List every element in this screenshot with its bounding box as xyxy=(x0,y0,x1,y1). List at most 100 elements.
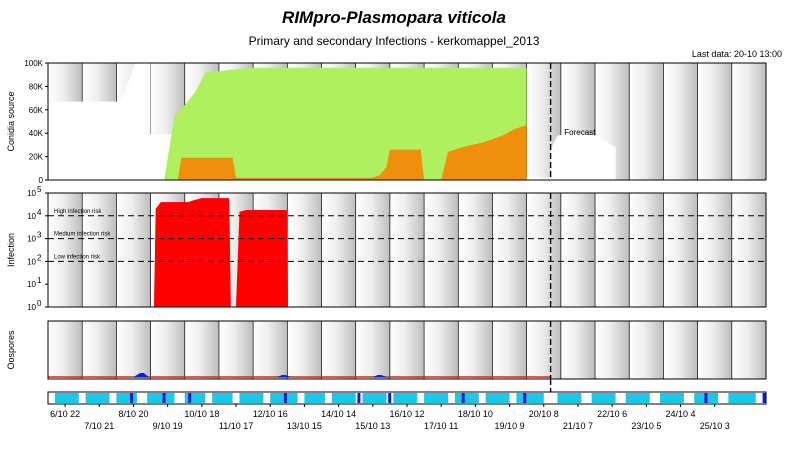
oospores-ylabel: Oospores xyxy=(6,330,16,370)
infection-panel-day-cell xyxy=(663,193,698,307)
wetness-segment xyxy=(147,393,175,403)
wetness-segment-dark xyxy=(130,393,134,403)
wetness-segment xyxy=(485,393,510,403)
infection-panel-day-cell xyxy=(458,193,493,307)
date-label-top: 16/10 12 xyxy=(389,409,424,419)
oospores-panel-day-cell xyxy=(321,321,356,379)
wetness-segment-dark xyxy=(523,393,527,403)
wetness-segment xyxy=(454,393,479,403)
wetness-segment-dark xyxy=(188,393,192,403)
oospores-panel-day-cell xyxy=(253,321,288,379)
date-label-top: 10/10 18 xyxy=(184,409,219,419)
oospores-panel-day-cell xyxy=(218,321,254,379)
conidia-forecast-area xyxy=(550,133,616,180)
conidia-panel-frame xyxy=(47,62,767,181)
oospores-panel-day-cell xyxy=(731,321,766,379)
conidia-ytick-label: 0 xyxy=(39,176,44,185)
infection-ytick-exponent: 5 xyxy=(37,185,42,194)
infection-ytick-exponent: 4 xyxy=(37,208,42,217)
oospores-panel-day-cell xyxy=(458,321,493,379)
risk-level-label: High infection risk xyxy=(54,209,102,215)
infection-panel-day-cell xyxy=(697,193,732,307)
oospores-panel-day-cell xyxy=(697,321,732,379)
date-label-top: 12/10 16 xyxy=(253,409,288,419)
infection-ytick-label: 10 xyxy=(27,189,36,198)
oospores-panel-day-cell xyxy=(560,321,596,379)
infection-ytick-label: 10 xyxy=(27,212,36,221)
wetness-segment-dark xyxy=(762,393,766,403)
wetness-segment xyxy=(393,393,418,403)
wetness-segment xyxy=(116,393,137,403)
wetness-segment xyxy=(184,393,206,403)
oospores-series xyxy=(277,375,291,377)
infection-panel-day-cell xyxy=(82,193,117,307)
date-label-bottom: 11/10 17 xyxy=(219,421,253,431)
oospores-panel-day-cell xyxy=(629,321,664,379)
oospores-series xyxy=(372,375,387,377)
wetness-segment xyxy=(516,393,544,403)
wetness-segment xyxy=(239,393,264,403)
conidia-ytick-label: 60K xyxy=(29,106,44,115)
date-label-bottom: 23/10 5 xyxy=(631,421,661,431)
infection-panel-day-cell xyxy=(48,193,83,307)
wetness-segment-dark xyxy=(162,393,166,403)
wetness-segment xyxy=(304,393,325,403)
date-label-top: 14/10 14 xyxy=(321,409,356,419)
conidia-ytick-label: 40K xyxy=(29,129,44,138)
wetness-segment xyxy=(591,393,616,403)
infection-ylabel: Infection xyxy=(6,233,16,267)
date-label-bottom: 15/10 13 xyxy=(355,421,390,431)
risk-level-label: Low infection risk xyxy=(54,254,101,260)
wetness-segment xyxy=(212,393,233,403)
infection-panel-day-cell xyxy=(287,193,322,307)
wetness-segment xyxy=(331,393,356,403)
conidia-series-orange xyxy=(177,125,527,180)
infection-ytick-label: 10 xyxy=(27,235,36,244)
date-label-top: 24/10 4 xyxy=(666,409,696,419)
infection-panel-day-cell xyxy=(116,193,151,307)
oospores-panel-day-cell xyxy=(82,321,117,379)
infection-ytick-exponent: 1 xyxy=(37,276,42,285)
oospores-panel-day-cell xyxy=(355,321,390,379)
wetness-segment xyxy=(424,393,449,403)
date-label-bottom: 17/10 11 xyxy=(424,421,458,431)
chart-title: RIMpro-Plasmopara viticola xyxy=(282,8,506,27)
wetness-segment xyxy=(625,393,650,403)
oospores-panel-day-cell xyxy=(595,321,630,379)
date-label-top: 8/10 20 xyxy=(118,409,148,419)
date-label-top: 20/10 8 xyxy=(529,409,559,419)
infection-ytick-exponent: 0 xyxy=(37,299,42,308)
oospores-panel-day-cell xyxy=(526,321,561,379)
conidia-ytick-label: 80K xyxy=(29,82,44,91)
oospores-panel-day-cell xyxy=(424,321,459,379)
oospores-panel-day-cell xyxy=(389,321,425,379)
date-label-top: 6/10 22 xyxy=(50,409,80,419)
infection-panel-day-cell xyxy=(389,193,425,307)
conidia-ytick-label: 20K xyxy=(29,153,44,162)
date-label-bottom: 9/10 19 xyxy=(153,421,183,431)
oospores-panel-day-cell xyxy=(48,321,83,379)
conidia-panel-day-cell xyxy=(731,63,766,180)
date-label-bottom: 25/10 3 xyxy=(700,421,730,431)
oospores-panel-day-cell xyxy=(184,321,219,379)
forecast-label: Forecast xyxy=(564,128,596,137)
oospores-panel-day-cell xyxy=(150,321,185,379)
date-label-bottom: 13/10 15 xyxy=(287,421,322,431)
wetness-segment xyxy=(85,393,110,403)
oospores-panel-day-cell xyxy=(492,321,527,379)
infection-panel-day-cell xyxy=(321,193,356,307)
wetness-segment xyxy=(557,393,582,403)
infection-panel-day-cell xyxy=(526,193,561,307)
date-label-top: 18/10 10 xyxy=(458,409,493,419)
oospores-series xyxy=(133,373,149,377)
infection-ytick-label: 10 xyxy=(27,280,36,289)
infection-panel-day-cell xyxy=(731,193,766,307)
infection-ytick-label: 10 xyxy=(27,257,36,266)
oospores-panel-day-cell xyxy=(116,321,151,379)
wetness-segment xyxy=(728,393,756,403)
wetness-segment xyxy=(54,393,79,403)
chart-subtitle: Primary and secondary Infections - kerko… xyxy=(248,34,540,48)
wetness-segment-dark xyxy=(388,393,392,403)
conidia-panel-day-cell xyxy=(697,63,732,180)
